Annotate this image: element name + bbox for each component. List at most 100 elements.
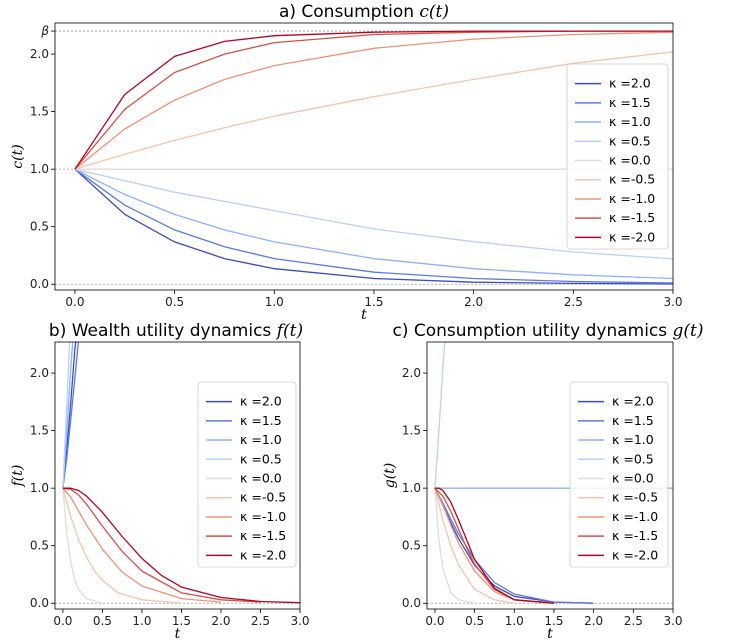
legend-label: κ =1.0 <box>612 432 654 447</box>
x-tick-label: 0.0 <box>53 614 72 628</box>
series-line <box>62 487 300 604</box>
legend-label: κ =-0.5 <box>609 172 655 187</box>
y-tick-label: 1.0 <box>402 481 421 495</box>
legend-box <box>197 381 297 568</box>
x-tick-label: 0.5 <box>465 614 484 628</box>
series-line <box>62 342 71 489</box>
series-group <box>434 342 673 604</box>
chart-title-text: a) Consumption <box>279 2 419 22</box>
chart-title-math: c(t) <box>419 2 449 22</box>
x-tick-label: 0.5 <box>93 614 112 628</box>
series-line <box>434 487 555 604</box>
y-tick-label: 2.0 <box>30 366 49 380</box>
x-tick-label: 2.0 <box>464 295 483 309</box>
plot-frame <box>54 341 301 610</box>
x-tick-label: 1.0 <box>265 295 284 309</box>
chart-title: a) Consumption c(t) <box>279 2 449 22</box>
legend-label: κ =-1.0 <box>612 509 658 524</box>
legend: κ =2.0 κ =1.5 κ =1.0 κ =0.5 κ =0.0 κ =-0.5 κ =… <box>569 381 669 568</box>
chart-title-text: b) Wealth utility dynamics <box>49 321 277 341</box>
legend-label: κ =0.0 <box>609 153 651 168</box>
plot-frame <box>54 22 674 291</box>
series-line <box>62 487 261 603</box>
series-line <box>74 31 673 170</box>
y-tick-label: 0.0 <box>30 596 49 610</box>
y-axis-label: g(t) <box>382 463 398 489</box>
legend-label: κ =-1.0 <box>609 191 655 206</box>
y-tick-label: 0.0 <box>30 277 49 291</box>
legend-label: κ =0.5 <box>612 451 654 466</box>
x-tick-label: 0.0 <box>65 295 84 309</box>
legend-label: κ =0.0 <box>240 471 282 486</box>
plot-frame <box>426 341 674 610</box>
y-tick-label: 0.5 <box>402 539 421 553</box>
series-line <box>434 488 475 604</box>
beta-tick-label: β <box>40 24 49 38</box>
chart-title-text: c) Consumption utility dynamics <box>392 321 672 341</box>
legend-label: κ =2.0 <box>612 394 654 409</box>
y-tick-label: 1.5 <box>402 424 421 438</box>
y-tick-label: 1.5 <box>30 105 49 119</box>
series-line <box>62 342 77 489</box>
chart-title-math: g(t) <box>673 321 704 341</box>
x-tick-label: 3.0 <box>290 614 309 628</box>
x-tick-label: 1.0 <box>132 614 151 628</box>
legend-label: κ =2.0 <box>609 76 651 91</box>
y-tick-label: 1.0 <box>30 481 49 495</box>
y-tick-label: 0.0 <box>402 596 421 610</box>
series-line <box>74 30 673 170</box>
x-tick-label: 2.5 <box>624 614 643 628</box>
y-tick-label: 1.0 <box>30 162 49 176</box>
x-tick-label: 2.0 <box>584 614 603 628</box>
legend-box <box>566 63 669 250</box>
chart-title-math: f(t) <box>275 321 303 341</box>
y-tick-label: 2.0 <box>402 366 421 380</box>
legend-label: κ =-1.5 <box>612 528 658 543</box>
series-line <box>74 51 673 170</box>
series-group <box>62 342 300 604</box>
x-tick-label: 2.5 <box>564 295 583 309</box>
series-line <box>62 488 182 604</box>
legend-label: κ =-1.5 <box>609 210 655 225</box>
series-line <box>62 488 103 604</box>
chart-title: c) Consumption utility dynamics g(t) <box>392 321 703 341</box>
legend-label: κ =0.5 <box>240 451 282 466</box>
series-line <box>434 342 446 489</box>
y-axis-label: f(t) <box>10 465 26 488</box>
chart-c: c) Consumption utility dynamics g(t) 0.0 0… <box>382 321 704 642</box>
legend-label: κ =-2.0 <box>240 547 286 562</box>
x-tick-label: 0.5 <box>165 295 184 309</box>
chart-a: a) Consumption c(t) 0.0 0.5 1.0 1.5 2.0 2.5 3.0… <box>10 2 683 323</box>
y-tick-label: 2.0 <box>30 47 49 61</box>
series-line <box>62 342 74 489</box>
x-tick-label: 1.5 <box>544 614 563 628</box>
chart-title: b) Wealth utility dynamics f(t) <box>49 321 303 341</box>
legend-label: κ =0.5 <box>609 133 651 148</box>
x-tick-label: 1.0 <box>505 614 524 628</box>
legend-label: κ =-1.5 <box>240 528 286 543</box>
x-axis-label: t <box>361 307 367 323</box>
x-tick-label: 0.0 <box>425 614 444 628</box>
legend-label: κ =-2.0 <box>609 229 655 244</box>
y-tick-label: 0.5 <box>30 220 49 234</box>
series-line <box>434 488 515 604</box>
legend: κ =2.0 κ =1.5 κ =1.0 κ =0.5 κ =0.0 κ =-0.5 κ =… <box>566 63 669 250</box>
legend-label: κ =1.0 <box>240 432 282 447</box>
legend-label: κ =1.0 <box>609 114 651 129</box>
legend-label: κ =-0.5 <box>612 490 658 505</box>
x-tick-label: 1.5 <box>172 614 191 628</box>
x-tick-label: 3.0 <box>663 614 682 628</box>
series-line <box>62 487 222 603</box>
legend-label: κ =1.5 <box>240 413 282 428</box>
legend-label: κ =-2.0 <box>612 547 658 562</box>
series-line <box>74 168 673 284</box>
legend-label: κ =1.5 <box>609 95 651 110</box>
legend: κ =2.0 κ =1.5 κ =1.0 κ =0.5 κ =0.0 κ =-0.5 κ =… <box>197 381 297 568</box>
series-group <box>74 30 673 285</box>
x-axis-label: t <box>175 626 181 642</box>
series-line <box>74 168 673 280</box>
x-axis-label: t <box>547 626 553 642</box>
series-line <box>74 168 673 260</box>
legend-label: κ =-1.0 <box>240 509 286 524</box>
